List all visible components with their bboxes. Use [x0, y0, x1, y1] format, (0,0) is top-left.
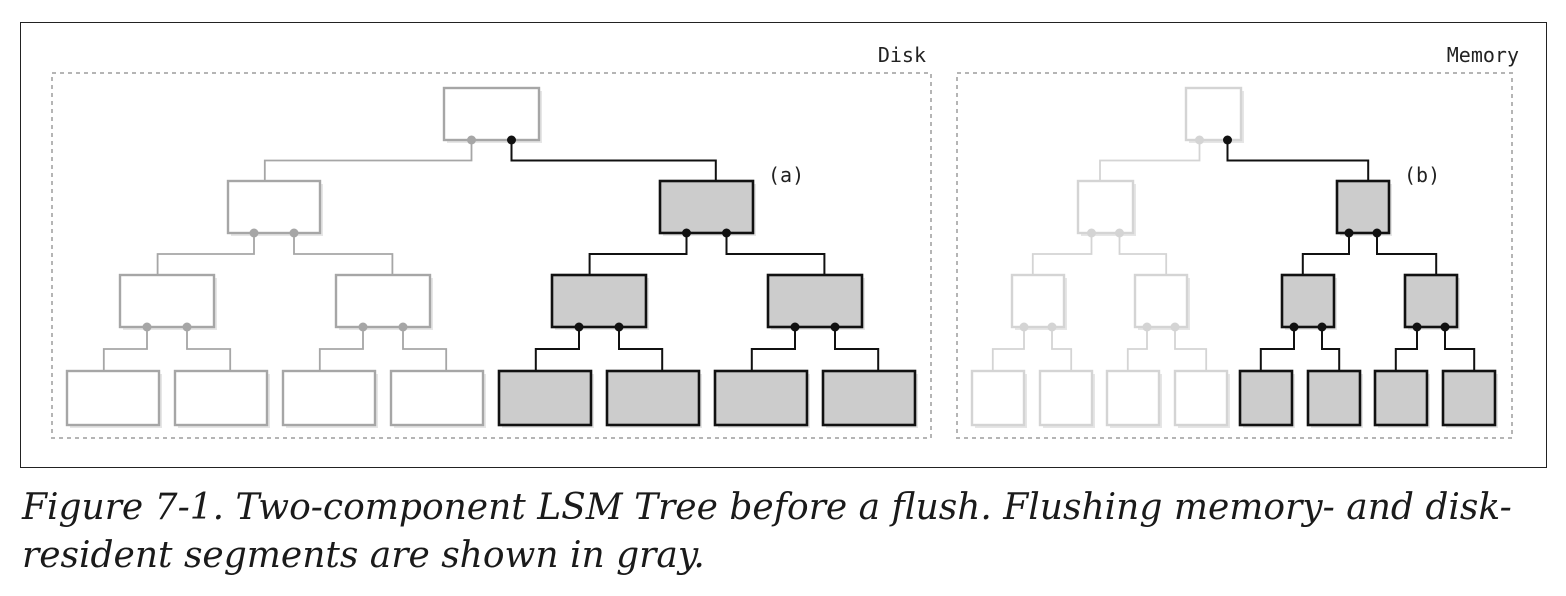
- memory-pointer-dot: [1195, 135, 1204, 145]
- disk-pointer-dot: [398, 322, 408, 332]
- disk-edge: [186, 327, 232, 371]
- disk-pointer-dot: [722, 228, 731, 238]
- figure-caption: Figure 7-1. Two-component LSM Tree befor…: [22, 487, 1512, 576]
- disk-node-resident: [281, 369, 377, 427]
- disk-pointer-dot: [830, 322, 840, 332]
- memory-region-border: [956, 72, 1513, 439]
- disk-node-flushing: [766, 273, 864, 329]
- disk-node-resident: [334, 273, 432, 329]
- disk-node-flushing: [497, 369, 593, 427]
- disk-edge: [293, 233, 394, 275]
- disk-node-flushing: [605, 369, 701, 427]
- memory-node-flushing: [1238, 369, 1294, 427]
- disk-edge: [263, 140, 473, 181]
- memory-pointer-dot: [1372, 228, 1382, 238]
- memory-node-resident: [1173, 369, 1229, 427]
- memory-node-resident: [970, 369, 1026, 427]
- disk-node-flushing: [550, 273, 648, 329]
- disk-pointer-dot: [682, 228, 691, 238]
- memory-edge: [1321, 327, 1341, 371]
- disk-edge: [834, 327, 880, 371]
- memory-node-resident: [1076, 179, 1135, 235]
- memory-edge: [1259, 327, 1295, 371]
- memory-pointer-dot: [1412, 322, 1422, 332]
- disk-pointer-dot: [249, 228, 259, 238]
- disk-pointer-dot: [507, 135, 516, 145]
- memory-pointer-dot: [1170, 322, 1180, 332]
- memory-edge: [1444, 327, 1476, 371]
- disk-region-border: [51, 72, 932, 439]
- disk-edge: [534, 327, 580, 371]
- memory-edge: [1051, 327, 1073, 371]
- disk-node-resident: [442, 86, 541, 142]
- marker-a-label: (a): [768, 163, 804, 187]
- disk-node-flushing: [658, 179, 755, 235]
- disk-node-resident: [65, 369, 161, 427]
- memory-edge: [1226, 140, 1370, 181]
- memory-edge: [1118, 233, 1168, 275]
- memory-node-flushing: [1335, 179, 1391, 235]
- memory-node-flushing: [1280, 273, 1336, 329]
- disk-pointer-dot: [289, 228, 299, 238]
- disk-region-label: Disk: [878, 43, 926, 67]
- memory-pointer-dot: [1142, 322, 1152, 332]
- memory-node-resident: [1133, 273, 1189, 329]
- memory-edge: [991, 327, 1025, 371]
- memory-pointer-dot: [1019, 322, 1029, 332]
- memory-pointer-dot: [1344, 228, 1354, 238]
- memory-pointer-dot: [1440, 322, 1450, 332]
- disk-node-resident: [118, 273, 216, 329]
- disk-edge: [510, 140, 717, 181]
- memory-pointer-dot: [1115, 228, 1124, 238]
- lsm-tree-diagram: Disk Memory (a) (b): [51, 43, 1519, 439]
- memory-pointer-dot: [1317, 322, 1327, 332]
- memory-pointer-dot: [1223, 135, 1232, 145]
- disk-edge: [588, 233, 688, 275]
- disk-node-flushing: [821, 369, 917, 427]
- memory-edge: [1301, 233, 1350, 275]
- disk-pointer-dot: [574, 322, 584, 332]
- memory-node-resident: [1105, 369, 1161, 427]
- memory-edge: [1174, 327, 1208, 371]
- disk-edge: [750, 327, 796, 371]
- disk-pointer-dot: [790, 322, 800, 332]
- memory-pointer-dot: [1289, 322, 1299, 332]
- disk-node-flushing: [713, 369, 809, 427]
- disk-edge: [618, 327, 664, 371]
- memory-edge: [1394, 327, 1418, 371]
- memory-node-flushing: [1373, 369, 1429, 427]
- memory-edge: [1099, 140, 1201, 181]
- memory-node-flushing: [1403, 273, 1459, 329]
- disk-node-resident: [389, 369, 485, 427]
- disk-edge: [725, 233, 826, 275]
- disk-pointer-dot: [142, 322, 152, 332]
- disk-edge: [156, 233, 255, 275]
- memory-node-flushing: [1306, 369, 1362, 427]
- memory-region-label: Memory: [1447, 43, 1519, 67]
- memory-edge: [1031, 233, 1093, 275]
- memory-edge: [1126, 327, 1148, 371]
- disk-pointer-dot: [614, 322, 624, 332]
- disk-pointer-dot: [182, 322, 192, 332]
- disk-node-resident: [173, 369, 269, 427]
- disk-node-resident: [226, 179, 322, 235]
- memory-pointer-dot: [1047, 322, 1057, 332]
- memory-node-resident: [1184, 86, 1243, 142]
- memory-pointer-dot: [1087, 228, 1096, 238]
- memory-node-resident: [1010, 273, 1066, 329]
- memory-node-flushing: [1441, 369, 1497, 427]
- disk-edge: [402, 327, 448, 371]
- disk-pointer-dot: [358, 322, 368, 332]
- memory-node-resident: [1038, 369, 1094, 427]
- disk-pointer-dot: [467, 135, 476, 145]
- disk-edge: [318, 327, 364, 371]
- memory-edge: [1376, 233, 1438, 275]
- disk-edge: [102, 327, 148, 371]
- marker-b-label: (b): [1404, 163, 1440, 187]
